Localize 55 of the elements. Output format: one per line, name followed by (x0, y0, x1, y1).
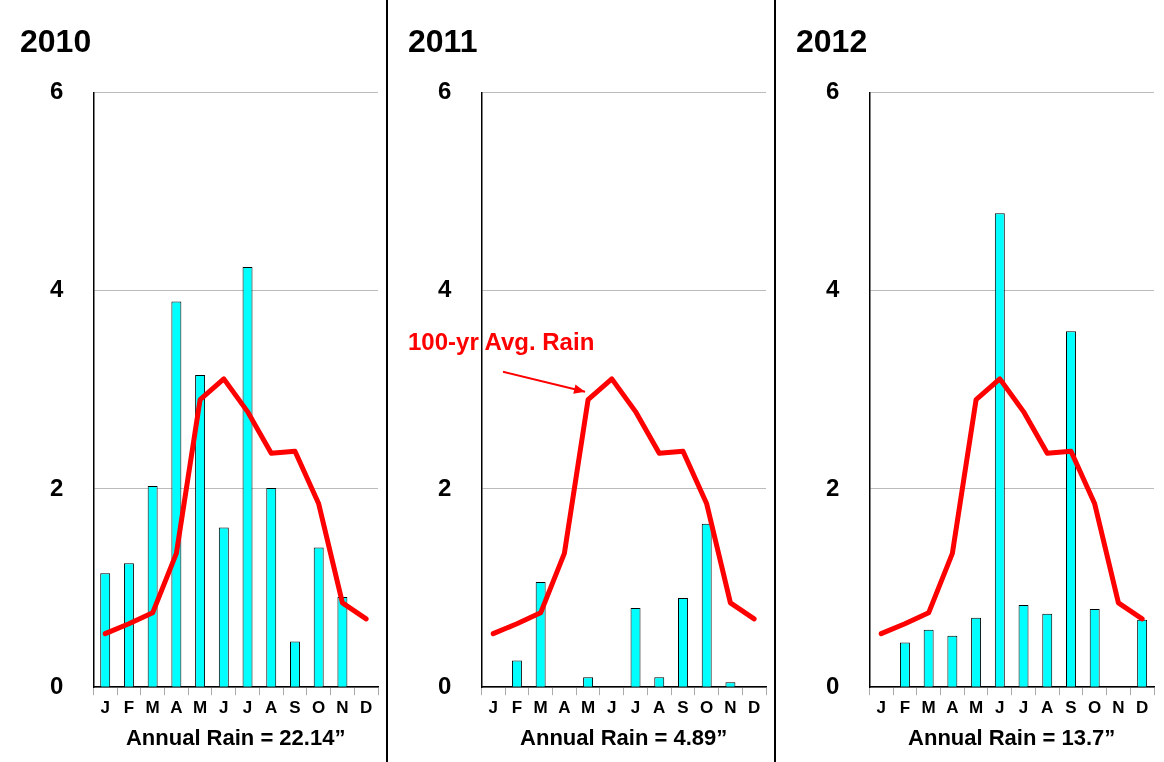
x-tick-label: O (700, 698, 714, 718)
x-tick-label: M (581, 698, 596, 718)
y-tick-label: 4 (437, 275, 452, 303)
x-tick-label: J (488, 698, 498, 718)
y-tick-label: 0 (49, 671, 64, 699)
y-tick-label: 6 (49, 77, 64, 105)
x-tick-label: M (193, 698, 208, 718)
x-axis-title: Annual Rain = 22.14” (125, 724, 346, 750)
x-tick-label: J (607, 698, 617, 718)
x-tick-label: A (653, 698, 666, 718)
x-tick-label: D (748, 698, 761, 718)
x-axis-title: Annual Rain = 13.7” (908, 724, 1116, 750)
x-tick-label: A (265, 698, 278, 718)
x-tick-label: A (170, 698, 183, 718)
x-tick-label: S (1065, 698, 1077, 718)
x-tick-label: J (876, 698, 886, 718)
x-tick-label: J (995, 698, 1005, 718)
x-tick-label: N (1112, 698, 1125, 718)
y-tick-label: 2 (437, 473, 452, 501)
x-axis-title: Annual Rain = 4.89” (520, 724, 728, 750)
x-tick-label: S (289, 698, 301, 718)
x-tick-label: M (533, 698, 548, 718)
y-tick-label: 4 (825, 275, 840, 303)
x-tick-label: J (100, 698, 110, 718)
x-tick-label: A (558, 698, 571, 718)
x-tick-label: O (1088, 698, 1102, 718)
x-tick-label: A (946, 698, 959, 718)
x-tick-label: J (242, 698, 253, 718)
y-tick-label: 2 (825, 473, 840, 501)
chart-title: 2010 (20, 23, 92, 60)
x-tick-label: M (921, 698, 936, 718)
x-tick-label: A (1041, 698, 1054, 718)
x-tick-label: F (511, 698, 523, 718)
y-tick-label: 2 (49, 473, 64, 501)
x-tick-label: M (969, 698, 984, 718)
x-tick-label: M (145, 698, 160, 718)
x-tick-label: J (219, 698, 229, 718)
x-tick-label: S (677, 698, 689, 718)
y-tick-label: 4 (49, 275, 64, 303)
x-tick-label: J (630, 698, 641, 718)
x-tick-label: F (899, 698, 911, 718)
y-tick-label: 6 (437, 77, 452, 105)
y-tick-label: 0 (437, 671, 452, 699)
x-tick-label: N (724, 698, 737, 718)
x-tick-label: J (1018, 698, 1029, 718)
x-tick-label: O (312, 698, 326, 718)
x-tick-label: D (360, 698, 373, 718)
x-tick-label: F (123, 698, 135, 718)
y-tick-label: 6 (825, 77, 840, 105)
y-tick-label: 0 (825, 671, 840, 699)
chart-title: 2011 (408, 23, 478, 60)
x-tick-label: N (336, 698, 349, 718)
chart-title: 2012 (796, 23, 868, 60)
x-tick-label: D (1136, 698, 1149, 718)
annotation: 100-yr Avg. Rain (408, 327, 595, 355)
